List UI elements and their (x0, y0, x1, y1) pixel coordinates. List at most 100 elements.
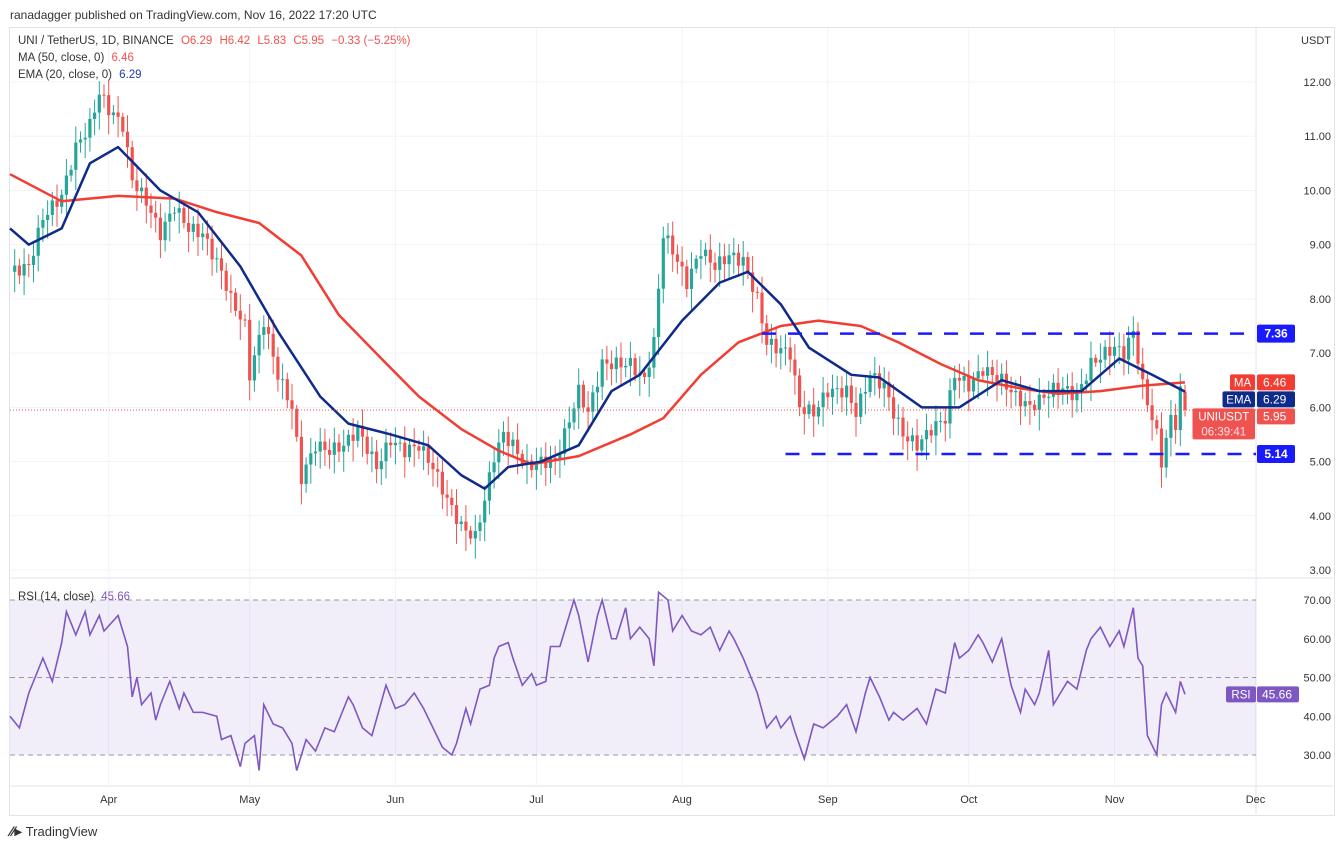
candle-body (177, 208, 181, 213)
candle-body (337, 442, 341, 452)
candle-body (450, 497, 454, 506)
candle-body (845, 385, 849, 398)
candle-body (1061, 388, 1065, 391)
candle-body (422, 446, 426, 451)
candle-body (243, 319, 247, 321)
rsi-tick-label: 70.00 (1303, 595, 1331, 607)
candle-body (962, 375, 966, 381)
candle-body (802, 407, 806, 415)
candle-body (671, 235, 675, 255)
candle-body (64, 175, 68, 195)
candle-body (201, 233, 205, 238)
candle-body (210, 238, 214, 260)
ema-label: EMA (20, close, 0) (18, 69, 112, 81)
candle-body (276, 356, 280, 380)
rsi-tag-box (1257, 686, 1299, 703)
candle-body (939, 420, 943, 422)
currency-label: USDT (1301, 35, 1331, 47)
time-tick-label: Nov (1105, 794, 1125, 806)
rsi-tag-value: 45.66 (1262, 687, 1292, 701)
candle-body (558, 453, 562, 461)
rsi-legend[interactable]: RSI (14, close) 45.66 (18, 591, 134, 603)
price-tick-label: 10.00 (1303, 185, 1331, 197)
candle-body (1042, 394, 1046, 398)
candle-body (774, 338, 778, 354)
candle-body (995, 375, 999, 383)
candle-body (1164, 437, 1168, 468)
candle-body (328, 449, 332, 455)
candle-body (1009, 389, 1013, 393)
candle-body (158, 217, 162, 241)
candle-body (469, 530, 473, 539)
candle-body (93, 112, 97, 119)
candle-body (953, 377, 957, 391)
candle-body (234, 292, 238, 311)
candle-body (389, 442, 393, 446)
candle-body (229, 290, 233, 293)
candle-body (840, 388, 844, 398)
candle-body (539, 456, 543, 464)
ohlc-high: H6.42 (219, 35, 251, 47)
candle-body (614, 357, 618, 370)
candle-body (1075, 392, 1079, 401)
price-tag-name: UNIUSDT (1198, 411, 1249, 423)
candle-body (238, 310, 242, 320)
candle-body (248, 319, 252, 381)
candle-body (783, 347, 788, 349)
candle-body (652, 337, 656, 368)
candle-body (205, 233, 209, 239)
candle-body (967, 375, 971, 392)
candle-body (130, 147, 134, 181)
rsi-tick-label: 60.00 (1303, 634, 1331, 646)
candle-body (1084, 380, 1088, 385)
candle-body (633, 358, 637, 376)
candle-body (1117, 346, 1121, 348)
price-tick-label: 6.00 (1310, 402, 1331, 414)
candle-body (1155, 420, 1159, 429)
candle-body (577, 384, 581, 409)
candle-body (1122, 346, 1126, 360)
ema-legend[interactable]: EMA (20, close, 0) 6.29 (18, 69, 146, 81)
candle-body (591, 392, 595, 412)
candle-body (487, 472, 491, 501)
candle-body (1094, 357, 1098, 363)
price-tick-label: 12.00 (1303, 77, 1331, 89)
candle-body (1108, 346, 1112, 356)
candle-body (859, 393, 863, 417)
candle-body (393, 442, 397, 446)
candle-body (342, 445, 346, 452)
candle-body (365, 436, 369, 454)
ma-legend[interactable]: MA (50, close, 0) 6.46 (18, 52, 138, 64)
candle-body (788, 347, 792, 360)
candle-body (511, 439, 515, 447)
time-tick-label: Dec (1246, 794, 1266, 806)
price-tag-value: 6.29 (1263, 392, 1287, 406)
candle-body (116, 112, 120, 117)
tradingview-footer[interactable]: ⁄⁄▸ TradingView (10, 823, 97, 840)
level-tag (1257, 324, 1295, 343)
candle-body (563, 428, 567, 454)
candle-body (812, 404, 816, 417)
candle-body (534, 463, 538, 470)
candle-body (689, 268, 694, 289)
time-tick-label: Sep (818, 794, 838, 806)
candle-body (426, 446, 430, 463)
candle-body (182, 208, 186, 223)
candle-body (309, 453, 313, 465)
candle-body (483, 500, 487, 523)
candle-body (360, 425, 365, 437)
candle-body (1103, 346, 1107, 360)
candle-body (896, 417, 900, 419)
candle-body (431, 462, 435, 470)
candle-body (111, 112, 115, 116)
price-tick-label: 7.00 (1310, 348, 1331, 360)
candle-body (661, 238, 665, 289)
candle-body (675, 254, 679, 262)
candle-body (610, 363, 614, 370)
candle-body (332, 442, 336, 455)
time-tick-label: Apr (100, 794, 117, 806)
candle-body (520, 453, 524, 464)
candle-body (586, 407, 590, 412)
candle-body (1089, 357, 1093, 381)
